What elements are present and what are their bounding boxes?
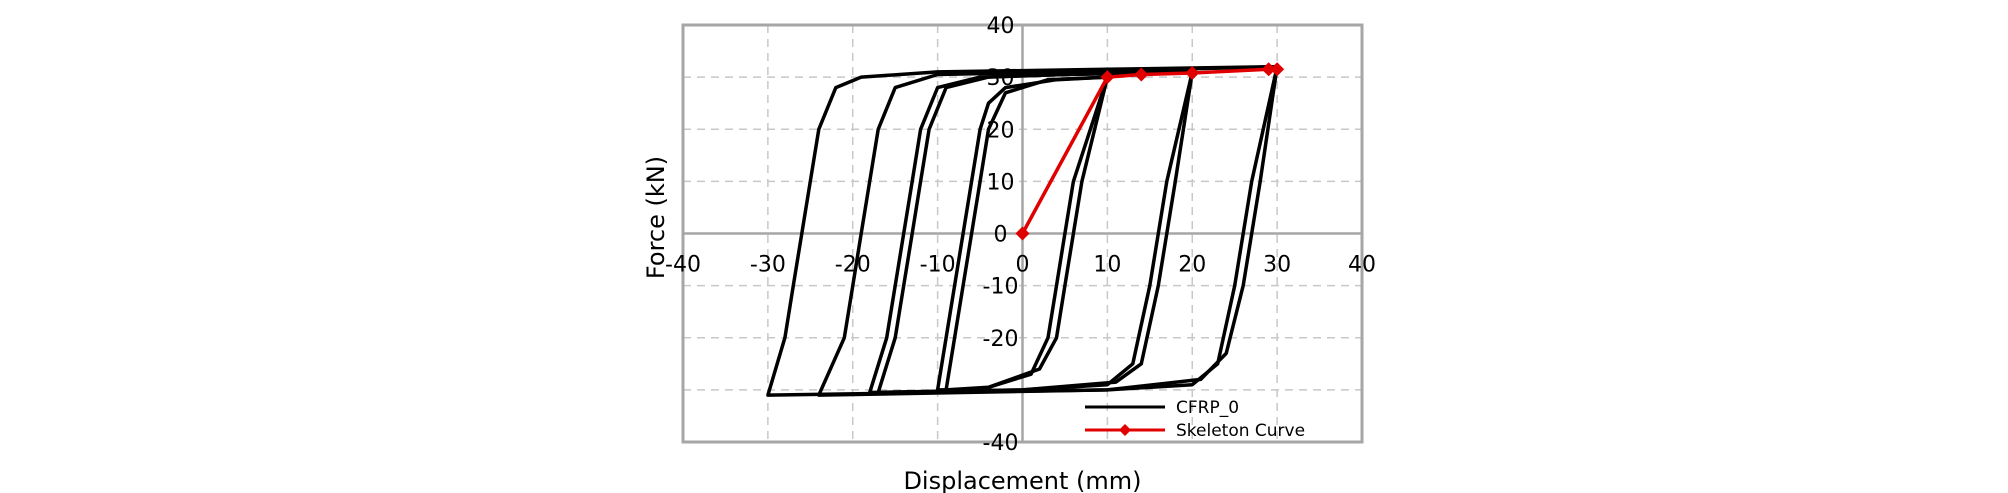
y-tick-label: 10 xyxy=(987,170,1015,195)
legend-label-skeleton-curve: Skeleton Curve xyxy=(1176,421,1305,441)
skeleton-curve-point xyxy=(1185,65,1200,80)
series-layer xyxy=(766,62,1285,397)
x-tick-label: -10 xyxy=(920,253,956,278)
cfrp-0-loop-line xyxy=(766,64,1279,397)
y-tick-label: -20 xyxy=(983,327,1019,352)
skeleton-curve-point xyxy=(1015,226,1030,241)
legend-marker-skeleton-curve xyxy=(1119,424,1131,436)
x-tick-label: -40 xyxy=(665,253,701,278)
y-tick-label: 20 xyxy=(987,118,1015,143)
y-tick-label: -40 xyxy=(983,431,1019,456)
cfrp-0-loop-line xyxy=(944,75,1110,392)
x-tick-label: -30 xyxy=(750,253,786,278)
x-tick-label: 20 xyxy=(1178,253,1206,278)
y-axis-title: Force (kN) xyxy=(642,156,670,279)
skeleton-curve-point xyxy=(1261,62,1276,77)
x-axis-title: Displacement (mm) xyxy=(903,467,1141,493)
legend-label-cfrp-0: CFRP_0 xyxy=(1176,398,1239,418)
x-tick-label: 10 xyxy=(1093,253,1121,278)
cfrp-0-loop-line xyxy=(817,64,1279,397)
y-tick-labels: -40 -20 -10 0 10 20 30 40 xyxy=(983,14,1019,456)
y-tick-label: 30 xyxy=(987,66,1015,91)
y-tick-label: -10 xyxy=(983,275,1019,300)
x-tick-label: -20 xyxy=(835,253,871,278)
x-tick-label: 30 xyxy=(1263,253,1291,278)
cfrp-0-loop-line xyxy=(935,75,1110,392)
cfrp-0-loop-line xyxy=(867,70,1195,395)
y-tick-label: 40 xyxy=(987,14,1015,39)
x-tick-labels: -40 -30 -20 -10 0 10 20 30 40 xyxy=(665,253,1376,278)
skeleton-curve-line xyxy=(1020,67,1278,235)
legend: CFRP_0 Skeleton Curve xyxy=(1085,398,1305,441)
skeleton-curve-point xyxy=(1134,67,1149,82)
x-tick-label: 0 xyxy=(1016,253,1030,278)
y-tick-label: 0 xyxy=(994,223,1008,248)
skeleton-curve-point xyxy=(1100,70,1115,85)
skeleton-curve-point xyxy=(1270,62,1285,77)
x-tick-label: 40 xyxy=(1348,253,1376,278)
cfrp-0-loop-line xyxy=(876,70,1195,395)
